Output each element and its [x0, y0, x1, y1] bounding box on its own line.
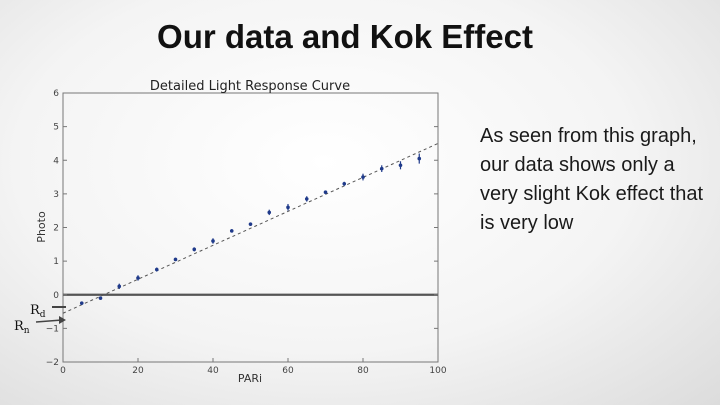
y-tick-label: 1 — [53, 257, 59, 267]
data-point — [379, 166, 384, 171]
data-point — [417, 156, 422, 161]
data-point — [136, 276, 140, 280]
light-response-chart: Detailed Light Response Curve PARi Photo… — [14, 79, 447, 385]
fit-line — [62, 142, 439, 314]
series-points — [79, 153, 422, 305]
rn-arrow-head — [59, 316, 66, 324]
data-point — [211, 239, 215, 243]
y-tick-label: 4 — [53, 156, 59, 166]
data-point — [229, 229, 234, 233]
x-ticks: 0 20 40 60 80 100 — [60, 358, 447, 376]
y-axis-label: Photo — [35, 211, 48, 243]
plot-border — [62, 92, 439, 363]
data-point — [248, 222, 253, 226]
y-tick-label: −1 — [46, 324, 59, 334]
y-ticks: −2 −1 0 1 2 3 4 5 6 — [46, 89, 438, 368]
slide-title: Our data and Kok Effect — [157, 18, 533, 55]
y-tick-label: 6 — [53, 89, 59, 99]
data-point — [192, 247, 197, 252]
data-point — [286, 205, 290, 210]
data-point — [117, 284, 122, 289]
x-tick-label: 40 — [207, 366, 219, 376]
data-point — [267, 210, 272, 215]
y-tick-label: −2 — [46, 358, 59, 368]
data-point — [154, 267, 159, 272]
plot-frame — [62, 92, 439, 363]
x-tick-label: 20 — [132, 366, 144, 376]
rn-label: Rn — [14, 319, 30, 336]
rn-arrow — [35, 319, 63, 323]
chart-title: Detailed Light Response Curve — [150, 79, 350, 94]
data-point — [304, 197, 309, 201]
slide-body-text: As seen from this graph, our data shows … — [480, 125, 704, 234]
y-tick-label: 2 — [53, 224, 59, 234]
data-point — [361, 175, 365, 179]
data-point — [173, 257, 178, 262]
data-point — [79, 301, 84, 305]
x-tick-label: 0 — [60, 366, 66, 376]
x-tick-label: 60 — [282, 366, 294, 376]
rd-label: Rd — [30, 303, 46, 320]
y-tick-label: 0 — [53, 291, 59, 301]
y-tick-label: 5 — [53, 123, 59, 133]
data-point — [398, 163, 403, 168]
y-tick-label: 3 — [53, 190, 59, 200]
data-point — [98, 296, 103, 300]
data-point — [323, 190, 328, 194]
x-axis-label: PARi — [238, 372, 262, 385]
x-tick-label: 100 — [429, 366, 446, 376]
x-tick-label: 80 — [357, 366, 369, 376]
data-point — [342, 181, 347, 186]
